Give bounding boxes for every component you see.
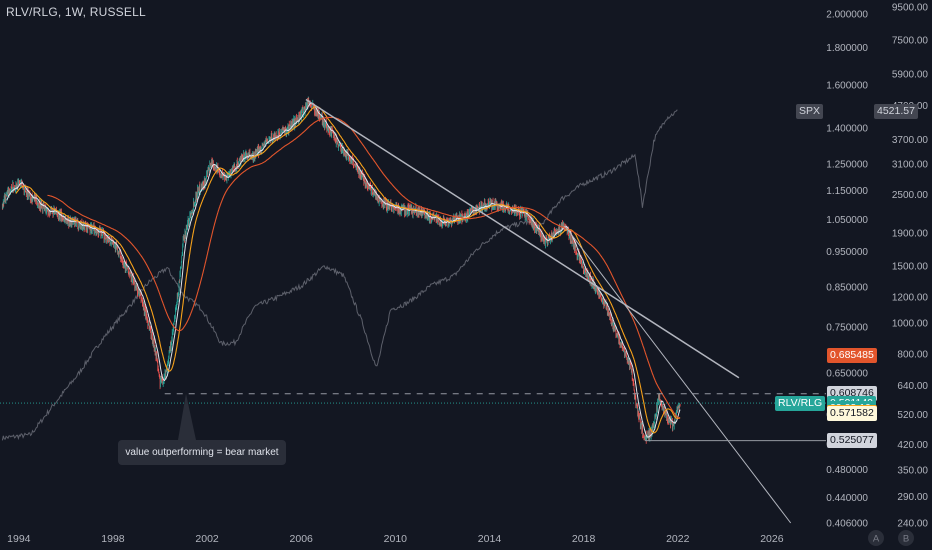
left-axis-tick-label: 0.480000 <box>826 465 868 476</box>
ratio-candles <box>1 96 681 444</box>
scale-button-label: B <box>903 534 909 545</box>
right-axis-tick-label: 9500.00 <box>892 3 929 14</box>
spx-line <box>1 109 678 441</box>
right-axis-tick-label: 3700.00 <box>892 135 929 146</box>
right-axis-tick-label: 2500.00 <box>892 190 929 201</box>
right-axis-tick-label: 1500.00 <box>892 261 929 272</box>
left-axis-tick-label: 0.406000 <box>826 519 868 530</box>
right-axis-tick-label: 1900.00 <box>892 228 929 239</box>
series-value-tag: 4521.57 <box>874 103 918 119</box>
x-tick-label: 2002 <box>195 533 219 545</box>
left-axis-tick-label: 0.750000 <box>826 323 868 334</box>
right-axis-tick-label: 240.00 <box>897 519 928 530</box>
price-label-tag: 0.525077 <box>827 433 877 449</box>
right-axis-tick-label: 350.00 <box>897 466 928 477</box>
right-axis-tick-label: 290.00 <box>897 492 928 503</box>
price-label-tag: 0.571582 <box>827 406 877 422</box>
left-axis-tick-label: 0.440000 <box>826 493 868 504</box>
x-tick-label: 2022 <box>666 533 690 545</box>
left-axis-tick-label: 0.850000 <box>826 283 868 294</box>
left-axis-tick-label: 0.950000 <box>826 247 868 258</box>
x-tick-label: 2018 <box>572 533 596 545</box>
left-axis-tick-label: 1.400000 <box>826 123 868 134</box>
breakdown-trendline <box>564 225 792 524</box>
left-axis-tick-label: 1.050000 <box>826 215 868 226</box>
right-axis-tick-label: 1000.00 <box>892 318 929 329</box>
x-tick-label: 2026 <box>760 533 784 545</box>
left-axis-tick-label: 1.600000 <box>826 81 868 92</box>
scale-button-label: A <box>873 534 880 545</box>
left-axis-tick-label: 1.800000 <box>826 43 868 54</box>
right-axis-tick-label: 420.00 <box>897 440 928 451</box>
left-axis-tick-label: 1.250000 <box>826 160 868 171</box>
x-tick-label: 2014 <box>478 533 502 545</box>
right-axis-tick-label: 5900.00 <box>892 69 929 80</box>
moving-averages <box>6 102 681 438</box>
right-axis-tick-label: 800.00 <box>897 350 928 361</box>
series-name-tag: SPX <box>796 103 824 119</box>
chart-title[interactable]: RLV/RLG, 1W, RUSSELL <box>6 5 146 19</box>
scale-button-bg <box>868 530 884 546</box>
scale-button-bg <box>898 530 914 546</box>
ma-fast-line <box>6 102 681 438</box>
spx-series <box>1 109 678 441</box>
left-axis-tick-label: 1.150000 <box>826 186 868 197</box>
left-axis-tick-label: 0.650000 <box>826 368 868 379</box>
right-axis-tick-label: 520.00 <box>897 410 928 421</box>
drawings <box>0 98 826 524</box>
left-axis-tick-label: 2.000000 <box>826 10 868 21</box>
annotation-callout[interactable]: value outperforming = bear market <box>118 440 286 465</box>
x-tick-label: 2006 <box>290 533 314 545</box>
x-tick-label: 1994 <box>7 533 31 545</box>
ma-slow-line <box>47 116 681 419</box>
callout-pointer <box>178 393 196 440</box>
right-axis-tick-label: 7500.00 <box>892 36 929 47</box>
right-axis-tick-label: 3100.00 <box>892 160 929 171</box>
right-axis-tick-label: 640.00 <box>897 381 928 392</box>
series-name-tag: RLV/RLG <box>775 395 826 411</box>
resistance-trendline <box>305 98 740 379</box>
x-tick-label: 1998 <box>101 533 125 545</box>
x-tick-label: 2010 <box>384 533 408 545</box>
right-axis-tick-label: 1200.00 <box>892 293 929 304</box>
price-label-tag: 0.685485 <box>827 348 877 364</box>
